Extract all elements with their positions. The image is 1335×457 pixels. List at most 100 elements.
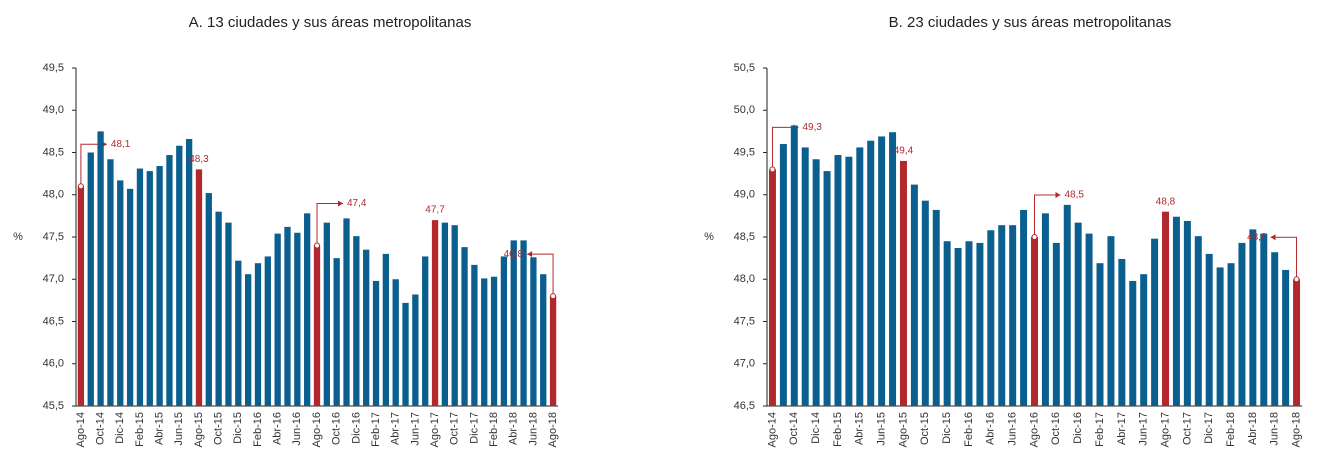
x-tick-label: Dic-16 bbox=[1072, 412, 1084, 444]
x-tick-label: Jun-17 bbox=[409, 412, 421, 446]
point-marker bbox=[769, 166, 776, 173]
bar bbox=[1063, 204, 1071, 406]
bar bbox=[254, 263, 262, 406]
x-tick-label: Abr-15 bbox=[154, 412, 166, 445]
bar bbox=[1183, 220, 1191, 406]
x-tick-label: Oct-16 bbox=[331, 412, 343, 445]
bar bbox=[1140, 274, 1148, 406]
bar bbox=[87, 152, 94, 406]
bar bbox=[490, 276, 498, 406]
x-tick-label: Feb-17 bbox=[1094, 412, 1106, 447]
x-tick-label: Oct-15 bbox=[213, 412, 225, 445]
bar bbox=[1052, 242, 1060, 406]
x-tick-label: Abr-15 bbox=[854, 412, 866, 445]
point-marker bbox=[1031, 234, 1038, 240]
bar bbox=[1194, 236, 1202, 406]
bar bbox=[235, 260, 242, 406]
bar bbox=[372, 280, 380, 406]
bar bbox=[1107, 236, 1115, 406]
bar bbox=[136, 168, 144, 406]
y-tick-label: 45,5 bbox=[43, 400, 64, 412]
bar bbox=[107, 159, 114, 406]
x-tick-label: Feb-16 bbox=[252, 412, 264, 447]
value-label: 47,7 bbox=[425, 205, 445, 216]
y-tick-label: 47,5 bbox=[734, 315, 755, 327]
point-marker bbox=[314, 242, 320, 249]
bar bbox=[1227, 263, 1235, 406]
bar bbox=[1031, 237, 1038, 406]
bar bbox=[156, 166, 163, 406]
y-tick-label: 50,5 bbox=[734, 62, 755, 74]
value-label: 48,8 bbox=[1156, 196, 1176, 207]
bar bbox=[823, 171, 831, 406]
value-label: 47,4 bbox=[347, 198, 367, 209]
bar bbox=[910, 184, 918, 406]
bar bbox=[889, 132, 897, 406]
bar bbox=[1216, 267, 1224, 406]
bar bbox=[1009, 225, 1017, 406]
bar bbox=[812, 159, 820, 406]
bar bbox=[1271, 252, 1279, 406]
bar bbox=[353, 236, 360, 406]
x-tick-label: Oct-16 bbox=[1050, 412, 1062, 445]
value-label: 49,4 bbox=[894, 146, 914, 157]
bar bbox=[932, 209, 940, 406]
bar bbox=[1151, 238, 1159, 406]
bar bbox=[126, 188, 134, 406]
x-tick-label: Ago-18 bbox=[1290, 412, 1302, 447]
bar bbox=[1118, 258, 1126, 406]
bar bbox=[520, 240, 527, 406]
x-tick-label: Ago-15 bbox=[193, 412, 205, 447]
bar bbox=[965, 241, 973, 406]
bar bbox=[412, 294, 419, 406]
point-marker bbox=[550, 293, 557, 300]
bar bbox=[845, 156, 853, 406]
value-label: 49,3 bbox=[802, 122, 822, 133]
x-tick-label: Feb-16 bbox=[963, 412, 975, 447]
bar bbox=[921, 200, 929, 406]
x-tick-label: Oct-14 bbox=[94, 412, 106, 445]
bar bbox=[392, 279, 399, 406]
arrow-head bbox=[338, 200, 343, 207]
bar bbox=[976, 242, 984, 406]
bar bbox=[431, 220, 439, 406]
bar bbox=[304, 213, 311, 406]
bar bbox=[779, 144, 787, 407]
bar bbox=[1162, 211, 1170, 406]
bar bbox=[768, 169, 776, 406]
x-tick-label: Jun-16 bbox=[291, 412, 303, 446]
x-tick-label: Ago-14 bbox=[75, 412, 87, 447]
bar bbox=[549, 296, 557, 406]
x-tick-label: Dic-14 bbox=[114, 412, 126, 444]
bar bbox=[1096, 263, 1104, 406]
x-tick-label: Oct-14 bbox=[788, 412, 800, 445]
x-tick-label: Abr-17 bbox=[390, 412, 402, 445]
bar bbox=[867, 140, 875, 407]
bar bbox=[530, 257, 537, 406]
bar bbox=[402, 302, 409, 406]
y-tick-label: 47,5 bbox=[43, 231, 64, 243]
y-tick-label: 48,5 bbox=[43, 146, 64, 158]
bar bbox=[461, 247, 468, 406]
value-label: 48,5 bbox=[1065, 190, 1085, 201]
x-tick-label: Ago-15 bbox=[897, 412, 909, 447]
x-tick-label: Dic-16 bbox=[350, 412, 362, 444]
annotation-arrow bbox=[1270, 236, 1298, 280]
x-tick-label: Ago-16 bbox=[311, 412, 323, 447]
bar bbox=[1238, 242, 1246, 406]
bar bbox=[510, 240, 517, 406]
bar bbox=[1293, 279, 1301, 406]
bar bbox=[790, 125, 798, 407]
bar bbox=[284, 226, 291, 406]
x-tick-label: Feb-15 bbox=[832, 412, 844, 447]
value-label: 48,0 bbox=[1247, 232, 1267, 243]
bar bbox=[225, 222, 232, 406]
annotation-arrow bbox=[771, 126, 799, 170]
x-tick-label: Jun-15 bbox=[876, 412, 888, 446]
arrow-head bbox=[1055, 192, 1061, 198]
bar bbox=[481, 278, 488, 406]
y-tick-label: 48,0 bbox=[734, 273, 755, 285]
y-tick-label: 49,5 bbox=[734, 146, 755, 158]
x-tick-label: Dic-17 bbox=[1203, 412, 1215, 444]
